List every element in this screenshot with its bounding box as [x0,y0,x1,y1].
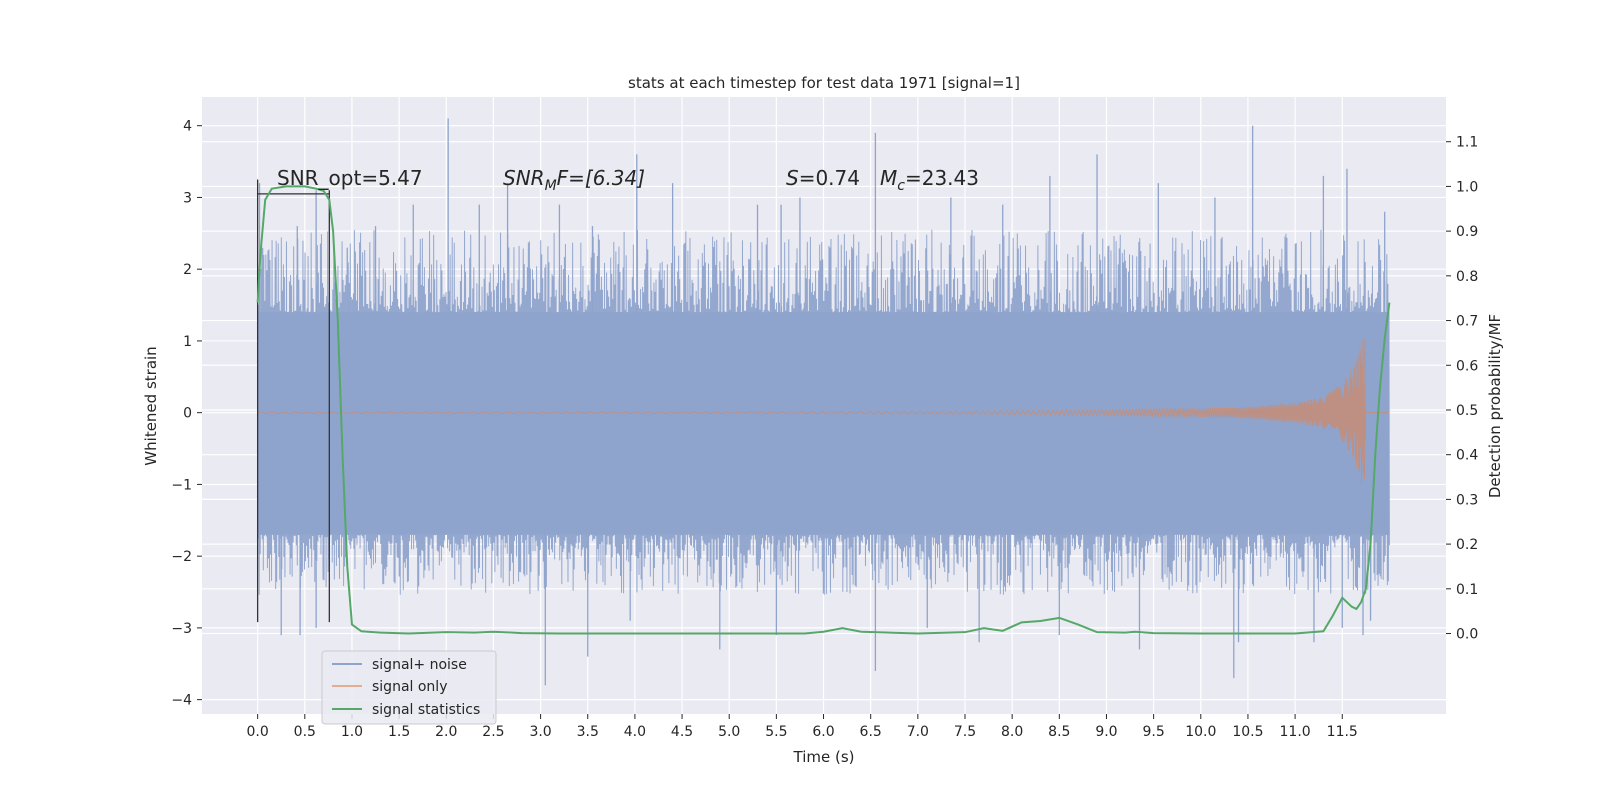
mc-symbol: M [880,166,897,190]
y-tick-label: 2 [183,262,192,278]
y2-tick-label: 0.8 [1456,269,1478,285]
x-tick-label: 9.5 [1142,724,1164,740]
s-symbol: S [786,166,799,190]
x-tick-label: 6.0 [812,724,834,740]
x-tick-label: 6.5 [860,724,882,740]
x-tick-label: 3.0 [529,724,551,740]
y-tick-label: −3 [171,621,192,637]
x-tick-label: 10.0 [1185,724,1216,740]
y2-tick-label: 0.2 [1456,537,1478,553]
x-tick-label: 4.0 [624,724,646,740]
legend-label-noise: signal+ noise [372,657,467,673]
x-tick-label: 2.0 [435,724,457,740]
y-tick-label: −4 [171,693,192,709]
y-tick-label: −1 [171,477,192,493]
y-tick-label: 1 [183,334,192,350]
x-tick-label: 8.5 [1048,724,1070,740]
snr-mf-rest: F=[6.34] [557,166,645,190]
annotation-s: S=0.74 [786,166,860,190]
x-tick-label: 1.5 [388,724,410,740]
y2-axis-label: Detection probability/MF [1486,314,1504,498]
y2-tick-label: 0.4 [1456,448,1478,464]
y2-axis-ticks: 1.1 1.0 0.9 0.8 0.7 0.6 0.5 0.4 0.3 0.2 0.1 0.0 [1446,135,1478,643]
legend-label-signal: signal only [372,679,447,695]
legend: signal+ noise signal only signal statist… [321,650,497,725]
y2-tick-label: 0.6 [1456,358,1478,374]
mc-value: =23.43 [905,166,979,190]
x-tick-label: 7.0 [907,724,929,740]
x-tick-label: 9.0 [1095,724,1117,740]
x-tick-label: 2.5 [482,724,504,740]
x-tick-label: 0.0 [247,724,269,740]
y2-tick-label: 0.1 [1456,582,1478,598]
x-tick-label: 3.5 [577,724,599,740]
signal-trace [257,339,1390,485]
y-tick-label: 3 [183,190,192,206]
y-axis-ticks: 4 3 2 1 0 −1 −2 −3 −4 [171,119,202,709]
y2-tick-label: 0.3 [1456,492,1478,508]
chart-title: stats at each timestep for test data 197… [628,74,1020,92]
x-tick-label: 0.5 [294,724,316,740]
snr-mf-symbol: SNR [503,166,545,190]
y-tick-label: −2 [171,549,192,565]
y-axis-label: Whitened strain [142,346,160,465]
x-tick-label: 7.5 [954,724,976,740]
x-axis-ticks: 0.0 0.5 1.0 1.5 2.0 2.5 3.0 3.5 4.0 4.5 5.0 5.5 6.0 6… [247,714,1358,740]
noise-core-band [257,312,1390,535]
legend-box [321,650,497,725]
x-tick-label: 5.0 [718,724,740,740]
annotation-mc: Mc=23.43 [880,166,979,194]
x-tick-label: 11.5 [1327,724,1358,740]
y2-tick-label: 0.7 [1456,314,1478,330]
annotation-snr-opt: SNR_opt=5.47 [277,166,423,190]
y2-tick-label: 1.0 [1456,179,1478,195]
x-tick-label: 8.0 [1001,724,1023,740]
annotation-snr-mf: SNRMF=[6.34] [503,166,645,194]
mc-subscript: c [897,178,905,194]
y2-tick-label: 0.5 [1456,403,1478,419]
y-tick-label: 4 [183,119,192,135]
x-tick-label: 10.5 [1232,724,1263,740]
stats-line [256,185,1391,635]
x-axis-label: Time (s) [793,748,855,766]
x-tick-label: 4.5 [671,724,693,740]
y-tick-label: 0 [183,406,192,422]
y2-tick-label: 1.1 [1456,135,1478,151]
x-tick-label: 1.0 [341,724,363,740]
x-tick-label: 11.0 [1280,724,1311,740]
signal-only-series [257,339,1390,485]
legend-label-stats: signal statistics [372,702,480,718]
snr-mf-subscript: M [545,178,557,194]
y2-tick-label: 0.9 [1456,224,1478,240]
x-tick-label: 5.5 [765,724,787,740]
y2-tick-label: 0.0 [1456,627,1478,643]
signal-statistics-series [256,185,1391,635]
s-value: =0.74 [799,166,860,190]
signal-noise-series [257,118,1390,686]
